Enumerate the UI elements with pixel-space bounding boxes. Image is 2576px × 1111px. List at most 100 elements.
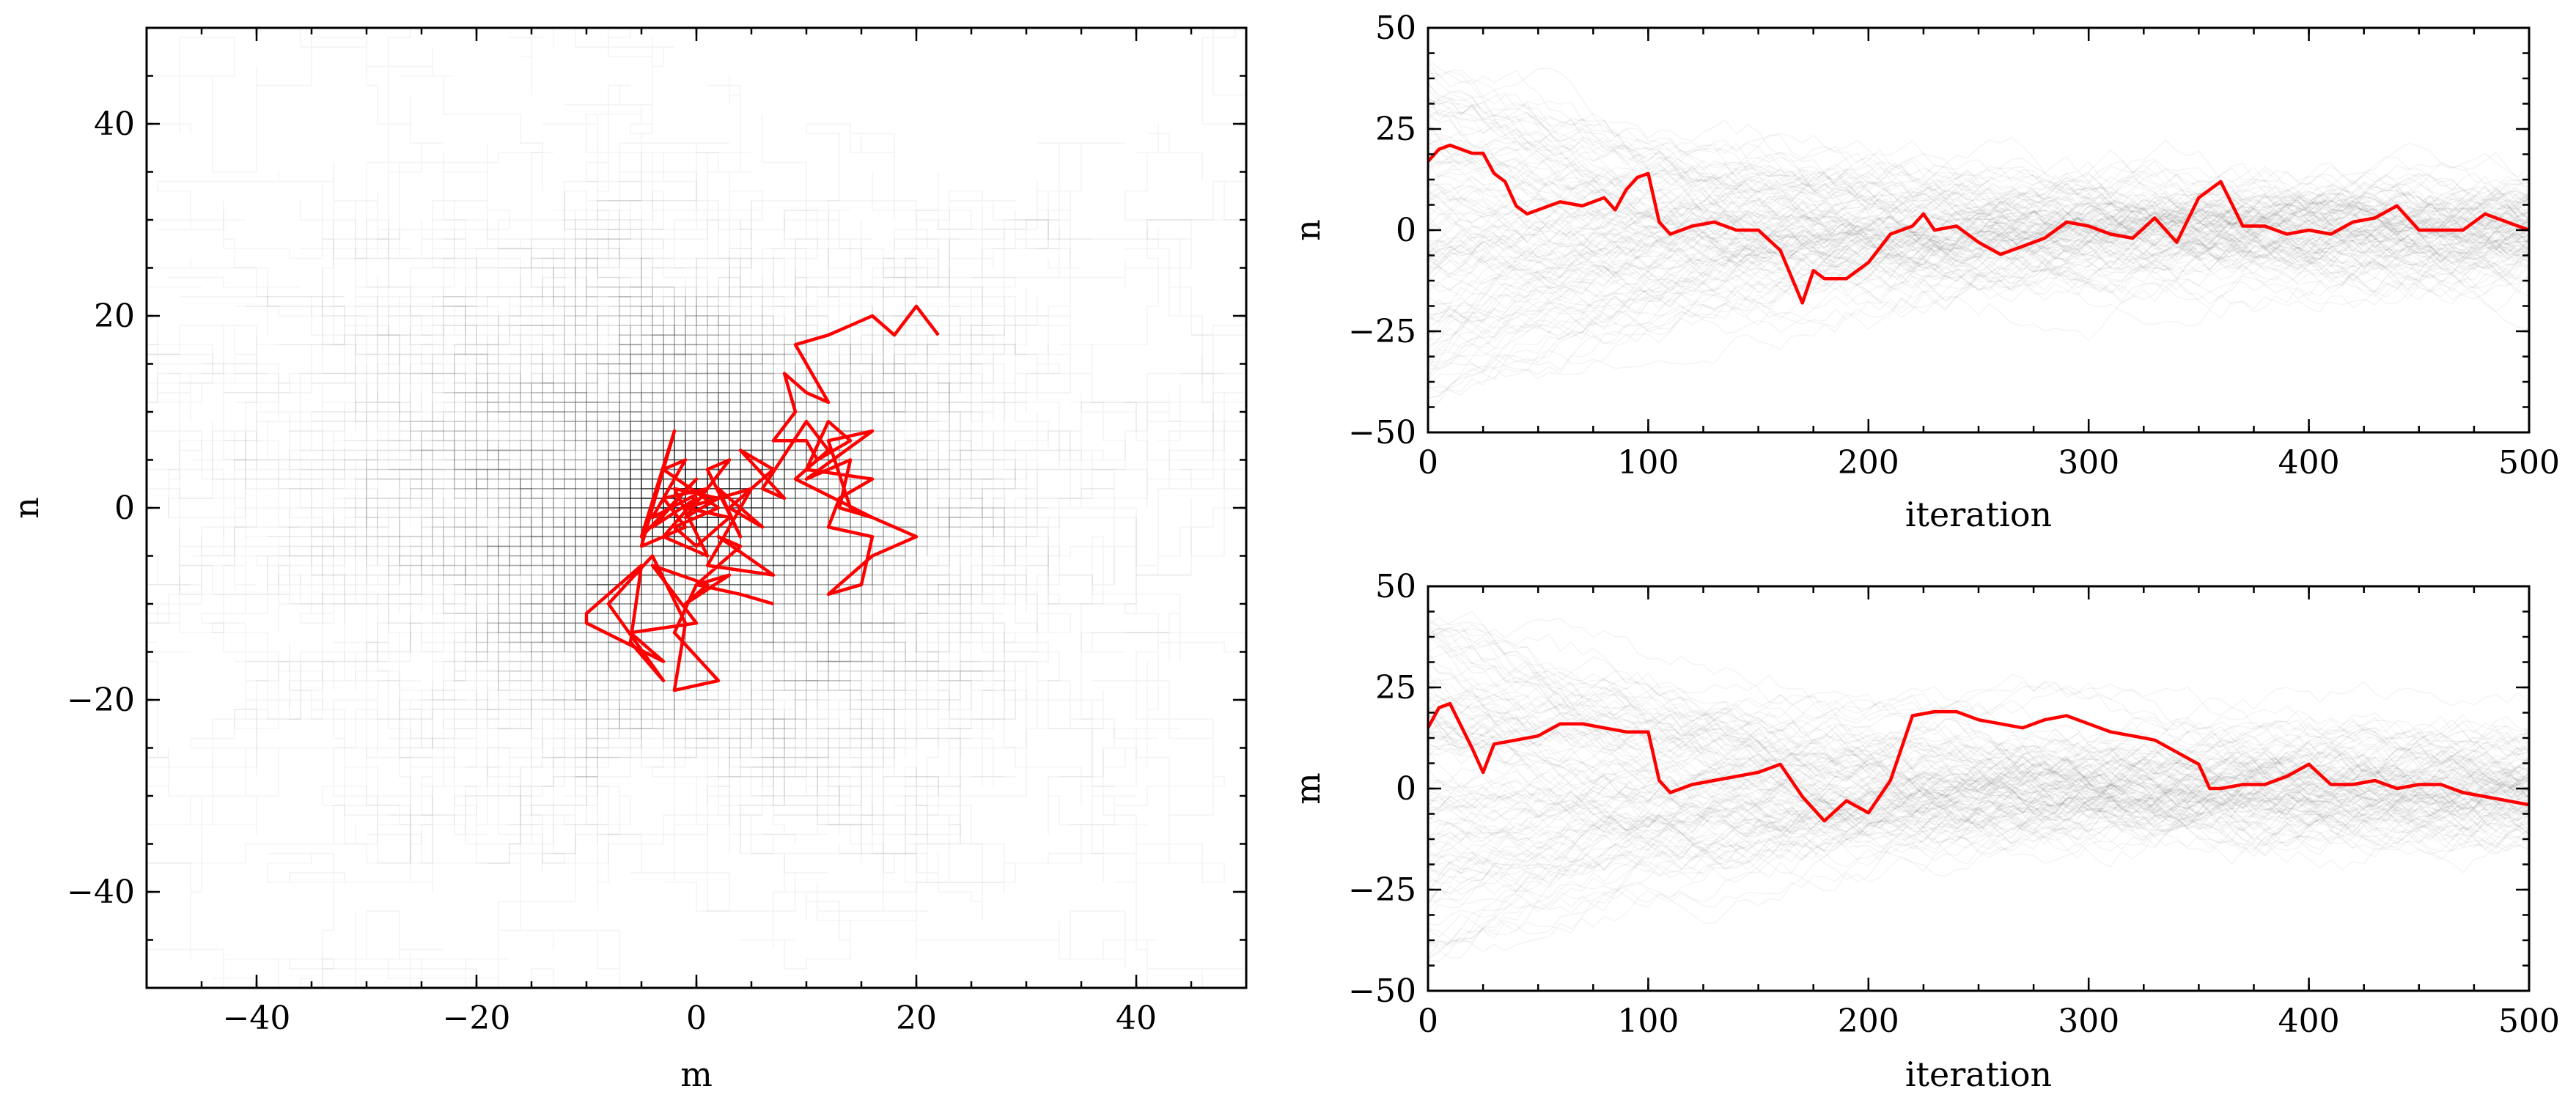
ensemble-trace xyxy=(1427,791,2530,926)
ensemble-trace xyxy=(1427,160,2530,282)
ensemble-walk xyxy=(235,296,829,585)
ensemble-trace xyxy=(1427,728,2530,814)
x-tick-label: 200 xyxy=(1838,444,1899,481)
ensemble-trace xyxy=(1427,186,2530,310)
ensemble-walk xyxy=(498,507,795,767)
ensemble-trace xyxy=(1427,748,2530,866)
x-tick-label: −40 xyxy=(223,1000,291,1037)
ensemble-trace xyxy=(1427,734,2530,861)
y-tick-label: 25 xyxy=(1375,111,1416,148)
ensemble-trace xyxy=(1427,748,2530,960)
ensemble-trace xyxy=(1427,196,2530,297)
ensemble-walk xyxy=(455,440,796,662)
ensemble-walk xyxy=(674,344,1015,575)
ensemble-walk xyxy=(674,335,1026,595)
y-tick-label: 40 xyxy=(94,106,135,143)
ensemble-walk xyxy=(356,354,741,749)
ensemble-walk xyxy=(630,430,1048,537)
ensemble-walk xyxy=(465,363,839,768)
ensemble-trace xyxy=(1427,617,2530,836)
ensemble-walk xyxy=(619,391,1169,806)
ensemble-walk xyxy=(399,353,828,739)
ensemble-trace xyxy=(1427,624,2530,833)
ensemble-trace xyxy=(1427,222,2530,396)
ensemble-trace xyxy=(1427,97,2530,215)
ensemble-trace xyxy=(1427,189,2530,399)
ensemble-trace xyxy=(1427,147,2530,246)
ensemble-trace xyxy=(1427,657,2530,834)
ensemble-walk xyxy=(509,421,752,576)
ensemble-trace xyxy=(1427,241,2530,313)
ensemble-walk xyxy=(454,238,763,498)
ensemble-trace xyxy=(1427,750,2530,870)
ensemble-trace xyxy=(1427,188,2530,263)
ensemble-trace xyxy=(1427,109,2530,234)
ensemble-walk xyxy=(212,431,641,730)
x-tick-label: 400 xyxy=(2278,1003,2340,1040)
ensemble-trace xyxy=(1427,181,2530,276)
ensemble-trace xyxy=(1427,196,2530,283)
trace-m-ticks: 0 100 200 300 400 500 −50 −25 0 25 50 xyxy=(1348,568,2560,1040)
ensemble-trace xyxy=(1427,193,2530,326)
ensemble-trace xyxy=(1427,745,2530,839)
ensemble-trace xyxy=(1427,775,2530,920)
ensemble-walk xyxy=(586,383,971,662)
scatter-highlight-walk xyxy=(584,304,940,693)
ensemble-trace xyxy=(1427,730,2530,882)
ensemble-trace xyxy=(1427,669,2530,828)
ensemble-walk xyxy=(454,487,807,864)
ensemble-walk xyxy=(586,267,884,518)
scatter-panel: −40 −20 0 20 40 −40 −20 0 20 40 m n xyxy=(7,26,1248,1094)
ensemble-trace xyxy=(1427,705,2530,816)
ensemble-trace xyxy=(1427,89,2530,240)
ensemble-trace xyxy=(1427,202,2530,334)
ensemble-trace xyxy=(1427,738,2530,826)
ensemble-trace xyxy=(1427,185,2530,296)
ensemble-walk xyxy=(619,498,883,797)
x-tick-label: 0 xyxy=(686,1000,707,1037)
ensemble-trace xyxy=(1427,689,2530,798)
trace-m-highlight xyxy=(1427,701,2530,823)
ensemble-walk xyxy=(696,296,1059,700)
ensemble-trace xyxy=(1427,773,2530,904)
scatter-ticks: −40 −20 0 20 40 −40 −20 0 20 40 xyxy=(67,26,1248,1037)
ensemble-trace xyxy=(1427,186,2530,371)
ensemble-trace xyxy=(1427,181,2530,298)
ensemble-trace xyxy=(1427,97,2530,221)
ensemble-walk xyxy=(619,257,763,528)
ensemble-walk xyxy=(290,392,697,585)
ensemble-trace xyxy=(1427,761,2530,959)
ensemble-walk xyxy=(641,507,939,855)
ensemble-trace xyxy=(1427,202,2530,382)
x-tick-label: 500 xyxy=(2498,1003,2560,1040)
ensemble-walk xyxy=(608,210,1059,614)
ensemble-walk xyxy=(399,372,718,556)
x-tick-label: 300 xyxy=(2058,1003,2119,1040)
ensemble-walk xyxy=(553,353,719,653)
y-tick-label: 50 xyxy=(1375,568,1416,605)
ensemble-walk xyxy=(432,479,806,767)
ensemble-trace xyxy=(1427,768,2530,892)
ensemble-walk xyxy=(443,238,674,547)
ensemble-trace xyxy=(1427,616,2530,810)
ensemble-trace xyxy=(1427,706,2530,812)
ensemble-walk xyxy=(509,344,883,653)
ensemble-trace xyxy=(1427,761,2530,843)
ensemble-trace xyxy=(1427,720,2530,822)
ensemble-trace xyxy=(1427,185,2530,280)
ensemble-trace xyxy=(1427,701,2530,825)
ensemble-walk xyxy=(608,392,983,682)
x-tick-label: 400 xyxy=(2278,444,2340,481)
y-tick-label: 0 xyxy=(1396,770,1416,808)
ensemble-trace xyxy=(1427,695,2530,805)
ensemble-walk xyxy=(696,142,1247,758)
ensemble-trace xyxy=(1427,717,2530,947)
ensemble-trace xyxy=(1427,176,2530,362)
ensemble-trace xyxy=(1427,728,2530,869)
ensemble-trace xyxy=(1427,754,2530,862)
ensemble-trace xyxy=(1427,690,2530,827)
ensemble-trace xyxy=(1427,783,2530,944)
ensemble-walk xyxy=(509,488,817,739)
ensemble-trace xyxy=(1427,755,2530,844)
ensemble-trace xyxy=(1427,187,2530,294)
